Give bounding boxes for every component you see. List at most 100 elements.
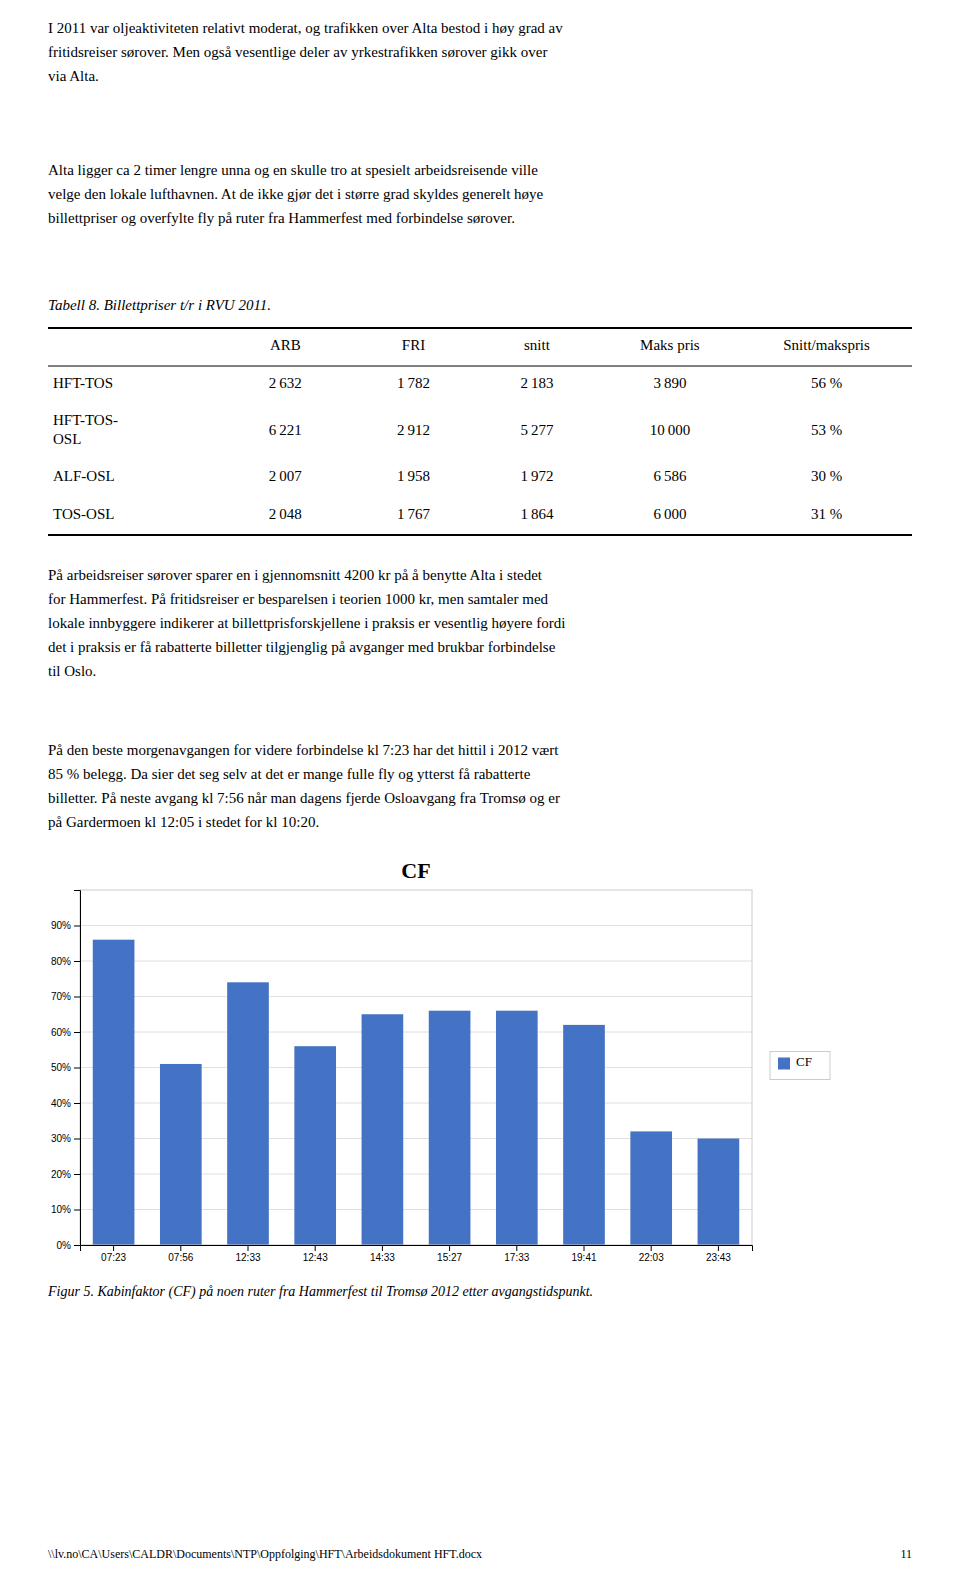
bar bbox=[429, 1011, 471, 1245]
table-cell: 6 221 bbox=[269, 422, 302, 438]
y-tick-label: 60% bbox=[51, 1027, 71, 1038]
grid bbox=[80, 926, 752, 1246]
table-cell: 1 972 bbox=[520, 468, 553, 484]
table-row-label-line: HFT-TOS bbox=[53, 375, 113, 391]
chart: CF0%10%20%30%40%50%60%70%80%90%07:2307:5… bbox=[51, 858, 830, 1263]
y-tick-label: 40% bbox=[51, 1098, 71, 1109]
y-tick-mark bbox=[74, 1210, 80, 1211]
x-tick: 07:56 bbox=[168, 1245, 193, 1263]
y-axis: 0%10%20%30%40%50%60%70%80%90% bbox=[51, 891, 81, 1251]
x-tick: 19:41 bbox=[571, 1245, 596, 1263]
table-cell-line: 6 221 bbox=[269, 422, 302, 438]
table-cell-line: 1 864 bbox=[520, 506, 554, 522]
y-tick: 30% bbox=[51, 1133, 80, 1144]
legend-label: CF bbox=[796, 1054, 812, 1069]
table-cell-line: 10 000 bbox=[650, 422, 691, 438]
grid-line bbox=[80, 961, 752, 962]
paragraph: På arbeidsreiser sørover sparer en i gje… bbox=[48, 567, 565, 679]
table-cell-line: 3 890 bbox=[653, 375, 686, 391]
x-tick: 15:27 bbox=[437, 1245, 462, 1263]
y-tick-mark bbox=[74, 1245, 80, 1246]
table-cell-line: 56 % bbox=[811, 375, 842, 391]
table-row-label: HFT-TOS bbox=[53, 375, 113, 391]
table-caption-line: Tabell 8. Billettpriser t/r i RVU 2011. bbox=[48, 297, 271, 313]
paragraph-line: for Hammerfest. På fritidsreiser er besp… bbox=[48, 591, 549, 607]
y-tick-label: 20% bbox=[51, 1169, 71, 1180]
y-tick-mark bbox=[74, 1174, 80, 1175]
table-cell-line: 53 % bbox=[811, 422, 842, 438]
table-row-label: HFT-TOS-OSL bbox=[53, 412, 118, 447]
y-tick-label: 50% bbox=[51, 1062, 71, 1073]
paragraph: I 2011 var oljeaktiviteten relativt mode… bbox=[48, 20, 563, 84]
y-tick-label: 0% bbox=[57, 1240, 72, 1251]
x-tick-mark bbox=[382, 1245, 383, 1251]
table-cell-line: 2 632 bbox=[269, 375, 302, 391]
paragraph-line: I 2011 var oljeaktiviteten relativt mode… bbox=[48, 20, 563, 36]
table-row-label-line: TOS-OSL bbox=[53, 506, 114, 522]
table-cell: 2 048 bbox=[269, 506, 302, 522]
x-tick-mark bbox=[180, 1245, 181, 1251]
page-background bbox=[0, 0, 960, 1583]
figure-caption-line: Figur 5. Kabinfaktor (CF) på noen ruter … bbox=[47, 1284, 593, 1300]
x-tick-mark bbox=[584, 1245, 585, 1251]
table-cell: 31 % bbox=[811, 506, 842, 522]
chart-title: CF bbox=[401, 858, 430, 883]
table-cell-line: 1 782 bbox=[397, 375, 430, 391]
y-tick: 60% bbox=[51, 1027, 80, 1038]
x-tick-mark bbox=[315, 1245, 316, 1251]
table-caption: Tabell 8. Billettpriser t/r i RVU 2011. bbox=[48, 297, 271, 313]
x-tick-label: 12:33 bbox=[235, 1252, 260, 1263]
x-tick-label: 22:03 bbox=[639, 1252, 664, 1263]
table-rule bbox=[48, 366, 912, 367]
table-row-label: TOS-OSL bbox=[53, 506, 114, 522]
table-cell: 2 007 bbox=[269, 468, 303, 484]
paragraph: På den beste morgenavgangen for videre f… bbox=[48, 742, 560, 830]
table-header: FRI bbox=[402, 337, 425, 353]
x-tick-mark bbox=[651, 1245, 652, 1251]
paragraph-line: lokale innbyggere indikerer at billettpr… bbox=[48, 615, 565, 631]
paragraph-line: billettpriser og overfylte fly på ruter … bbox=[48, 210, 515, 226]
y-tick-label: 80% bbox=[51, 956, 71, 967]
x-tick-label: 17:33 bbox=[504, 1252, 529, 1263]
y-tick-mark bbox=[74, 1103, 80, 1104]
bar bbox=[227, 982, 269, 1245]
x-tick-mark bbox=[449, 1245, 450, 1251]
table-cell: 1 782 bbox=[397, 375, 430, 391]
table-header: ARB bbox=[270, 337, 301, 353]
footer-left: \\lv.no\CA\Users\CALDR\Documents\NTP\Opp… bbox=[48, 1547, 482, 1561]
plot-frame bbox=[80, 890, 752, 1245]
table-header-line: FRI bbox=[402, 337, 425, 353]
table-cell: 56 % bbox=[811, 375, 842, 391]
legend-swatch bbox=[778, 1058, 790, 1070]
y-tick: 80% bbox=[51, 956, 80, 967]
bar bbox=[563, 1025, 605, 1245]
x-tick-mark bbox=[516, 1245, 517, 1251]
x-tick-mark bbox=[113, 1245, 114, 1251]
x-tick: 14:33 bbox=[370, 1245, 395, 1263]
table-cell: 53 % bbox=[811, 422, 842, 438]
table-cell: 6 586 bbox=[653, 468, 687, 484]
page: I 2011 var oljeaktiviteten relativt mode… bbox=[0, 0, 960, 1583]
y-tick-mark bbox=[74, 926, 80, 927]
bar bbox=[93, 940, 135, 1245]
table-cell-line: 2 007 bbox=[269, 468, 303, 484]
paragraph-line: billetter. På neste avgang kl 7:56 når m… bbox=[48, 790, 560, 806]
paragraph-line: På arbeidsreiser sørover sparer en i gje… bbox=[48, 567, 543, 583]
table: ARBFRIsnittMaks prisSnitt/maksprisHFT-TO… bbox=[48, 328, 912, 535]
y-tick-mark bbox=[74, 997, 80, 998]
table-rule bbox=[48, 327, 912, 329]
y-tick: 10% bbox=[51, 1204, 80, 1215]
y-tick-mark bbox=[74, 961, 80, 962]
y-tick-label: 30% bbox=[51, 1133, 71, 1144]
bar bbox=[698, 1139, 740, 1246]
paragraph-line: det i praksis er få rabatterte billetter… bbox=[48, 639, 556, 655]
table-header-line: Maks pris bbox=[640, 337, 700, 353]
x-tick-label: 15:27 bbox=[437, 1252, 462, 1263]
table-cell: 2 183 bbox=[520, 375, 553, 391]
table-cell-line: 1 767 bbox=[397, 506, 431, 522]
x-tick: 07:23 bbox=[101, 1245, 126, 1263]
legend-box bbox=[770, 1052, 830, 1080]
table-row-label: ALF-OSL bbox=[53, 468, 115, 484]
table-header-line: Snitt/makspris bbox=[783, 337, 870, 353]
table-cell: 10 000 bbox=[650, 422, 691, 438]
